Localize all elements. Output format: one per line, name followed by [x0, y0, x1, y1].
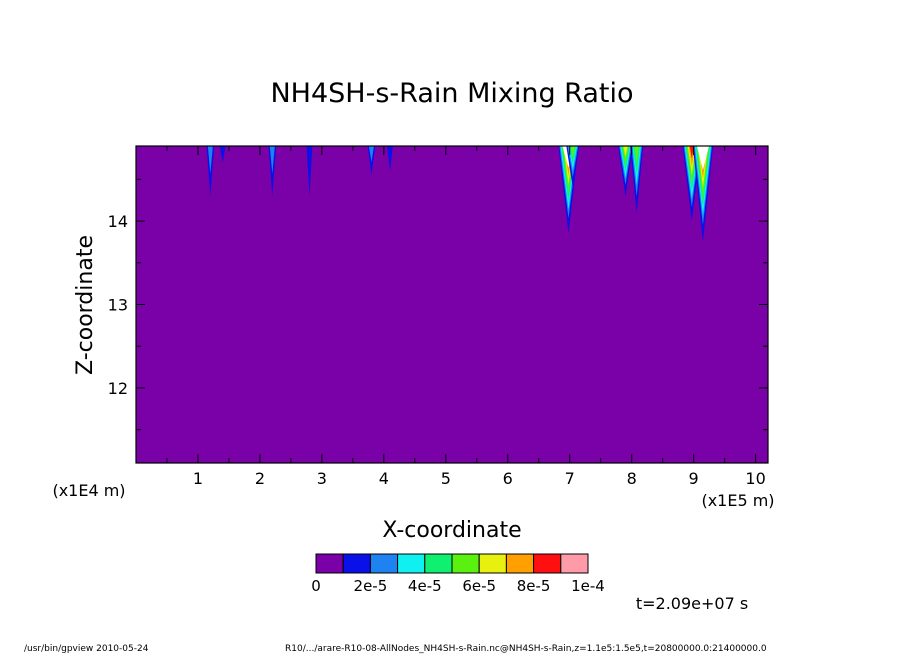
colorbar-swatch	[369, 553, 399, 574]
feature-band	[269, 146, 275, 174]
y-tick-label: 14	[108, 212, 128, 231]
chart-title: NH4SH-s-Rain Mixing Ratio	[270, 78, 633, 109]
footer-program: /usr/bin/gpview 2010-05-24	[24, 644, 149, 654]
x-tick-label: 10	[745, 469, 765, 488]
x-tick-label: 1	[193, 469, 203, 488]
footer-source: R10/.../arare-R10-08-AllNodes_NH4SH-s-Ra…	[285, 644, 767, 654]
feature-4	[367, 146, 376, 176]
feature-band	[219, 146, 226, 163]
y-axis-unit: (x1E4 m)	[52, 481, 125, 500]
colorbar-swatch	[533, 553, 562, 574]
x-axis-label: X-coordinate	[382, 518, 521, 543]
feature-band	[696, 146, 710, 170]
x-tick-label: 4	[379, 469, 389, 488]
y-tick-label: 12	[108, 379, 128, 398]
feature-band	[634, 146, 639, 163]
x-tick-label: 7	[565, 469, 575, 488]
colorbar-swatch	[397, 553, 426, 574]
colorbar-tick-label: 8e-5	[517, 577, 551, 595]
feature-10	[630, 146, 644, 213]
colorbar-tick-label: 6e-5	[462, 577, 496, 595]
feature-12	[692, 146, 714, 242]
time-label: t=2.09e+07 s	[636, 594, 748, 613]
colorbar-swatch	[560, 553, 589, 574]
colorbar-swatch	[315, 553, 344, 574]
feature-3	[306, 146, 313, 197]
x-tick-label: 8	[627, 469, 637, 488]
feature-band	[570, 146, 575, 157]
x-tick-label: 3	[317, 469, 327, 488]
feature-band	[306, 146, 313, 197]
plot-background	[136, 146, 768, 463]
x-tick-label: 2	[255, 469, 265, 488]
feature-band	[387, 146, 393, 172]
feature-band	[368, 146, 374, 163]
feature-9	[618, 146, 633, 197]
colorbar-swatch	[424, 553, 453, 574]
x-tick-label: 6	[503, 469, 513, 488]
colorbar-tick-label: 4e-5	[408, 577, 442, 595]
colorbar-swatch	[478, 553, 507, 574]
feature-0	[206, 146, 215, 197]
colorbar-tick-label: 2e-5	[354, 577, 388, 595]
x-tick-label: 5	[441, 469, 451, 488]
colorbar-swatch	[451, 553, 480, 574]
feature-1	[219, 146, 226, 163]
colorbar-tick-label: 0	[311, 577, 321, 595]
feature-band	[689, 146, 694, 159]
feature-2	[268, 146, 277, 197]
feature-band	[207, 146, 213, 174]
colorbar-swatch	[342, 553, 371, 574]
plot-area	[136, 146, 768, 463]
y-tick-label: 13	[108, 296, 128, 315]
contour-features	[206, 146, 714, 242]
colorbar-swatch	[505, 553, 535, 574]
feature-band	[623, 146, 628, 157]
colorbar: 0 2e-5 4e-5 6e-5 8e-5 1e-4	[311, 553, 605, 595]
y-axis-label: Z-coordinate	[73, 235, 98, 375]
x-axis-unit: (x1E5 m)	[701, 491, 774, 510]
feature-5	[387, 146, 393, 172]
x-tick-label: 9	[689, 469, 699, 488]
colorbar-tick-label: 1e-4	[571, 577, 605, 595]
